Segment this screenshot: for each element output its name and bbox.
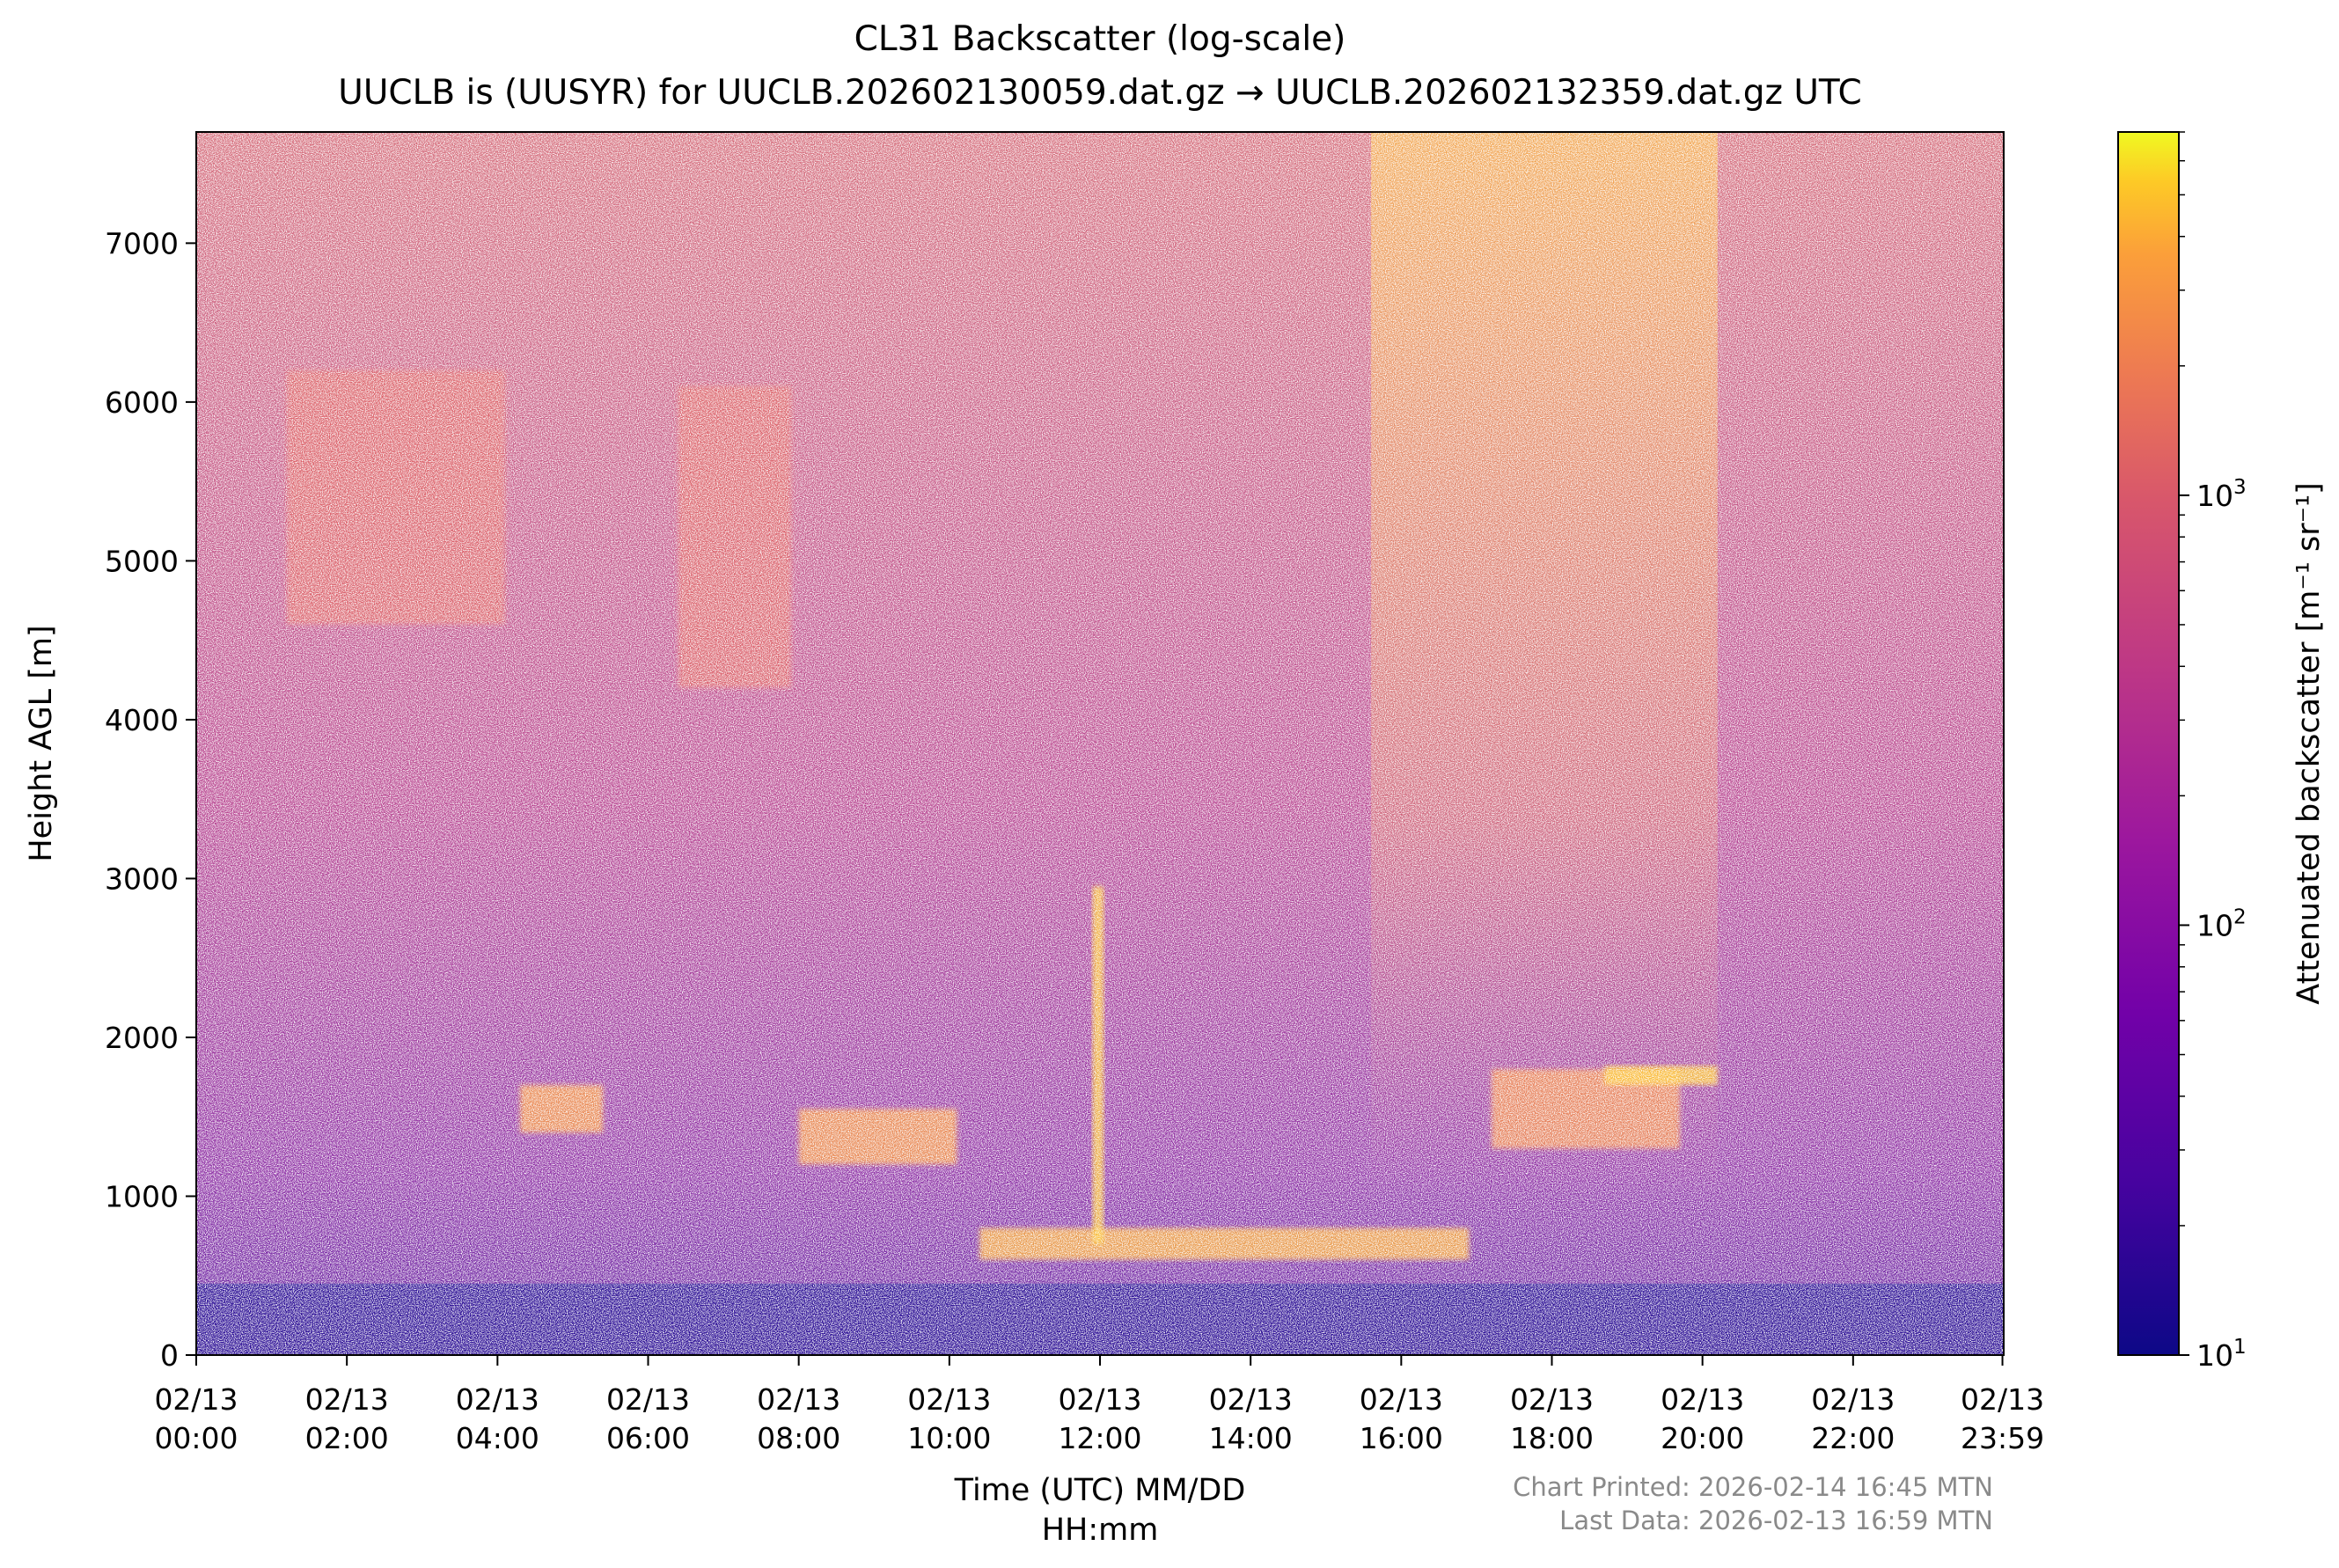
colorbar-tick-label-0: 101 xyxy=(2196,1336,2247,1373)
colorbar-ticks: 101 102 103 xyxy=(2179,131,2247,1373)
x-axis-label-line1: Time (UTC) MM/DD xyxy=(954,1473,1246,1508)
colorbar-tick-label-1: 102 xyxy=(2196,905,2247,942)
chart-title: CL31 Backscatter (log-scale) xyxy=(854,19,1346,59)
x-tick-time-0: 00:00 xyxy=(154,1421,238,1455)
y-tick-label-7: 7000 xyxy=(105,226,179,260)
x-tick-time-8: 16:00 xyxy=(1360,1421,1443,1455)
y-tick-label-6: 6000 xyxy=(105,385,179,420)
x-tick-date-10: 02/13 xyxy=(1661,1382,1744,1417)
chart-printed-note: Chart Printed: 2026-02-14 16:45 MTN xyxy=(1513,1472,1993,1502)
last-data-note: Last Data: 2026-02-13 16:59 MTN xyxy=(1559,1506,1993,1535)
x-tick-date-0: 02/13 xyxy=(154,1382,238,1417)
y-tick-label-4: 4000 xyxy=(105,703,179,737)
x-axis-label-line2: HH:mm xyxy=(1042,1513,1159,1548)
x-tick-date-2: 02/13 xyxy=(456,1382,539,1417)
x-tick-date-7: 02/13 xyxy=(1209,1382,1293,1417)
x-tick-date-3: 02/13 xyxy=(606,1382,690,1417)
x-tick-date-6: 02/13 xyxy=(1058,1382,1141,1417)
y-axis-label: Height AGL [m] xyxy=(24,625,59,861)
x-tick-date-9: 02/13 xyxy=(1510,1382,1594,1417)
y-tick-label-2: 2000 xyxy=(105,1021,179,1055)
x-tick-time-9: 18:00 xyxy=(1510,1421,1594,1455)
x-tick-date-12: 02/13 xyxy=(1961,1382,2044,1417)
x-tick-time-11: 22:00 xyxy=(1811,1421,1895,1455)
chart-subtitle: UUCLB is (UUSYR) for UUCLB.202602130059.… xyxy=(338,73,1861,113)
y-tick-label-1: 1000 xyxy=(105,1179,179,1213)
colorbar-tick-label-2: 103 xyxy=(2196,476,2247,513)
y-tick-label-0: 0 xyxy=(160,1338,179,1373)
x-tick-date-8: 02/13 xyxy=(1360,1382,1443,1417)
x-tick-date-1: 02/13 xyxy=(305,1382,389,1417)
x-tick-time-7: 14:00 xyxy=(1209,1421,1293,1455)
x-tick-time-2: 04:00 xyxy=(456,1421,539,1455)
x-tick-date-4: 02/13 xyxy=(757,1382,840,1417)
x-tick-time-10: 20:00 xyxy=(1661,1421,1744,1455)
x-tick-time-5: 10:00 xyxy=(907,1421,991,1455)
x-tick-time-3: 06:00 xyxy=(606,1421,690,1455)
colorbar-label: Attenuated backscatter [m⁻¹ sr⁻¹] xyxy=(2291,482,2327,1004)
x-tick-time-4: 08:00 xyxy=(757,1421,840,1455)
backscatter-heatmap xyxy=(196,132,2004,1355)
colorbar xyxy=(2117,131,2180,1356)
y-axis-ticks: 0 1000 2000 3000 4000 5000 6000 7000 xyxy=(105,226,196,1373)
x-tick-time-12: 23:59 xyxy=(1961,1421,2044,1455)
x-tick-date-11: 02/13 xyxy=(1811,1382,1895,1417)
x-tick-date-5: 02/13 xyxy=(907,1382,991,1417)
x-tick-time-1: 02:00 xyxy=(305,1421,389,1455)
noise-speckle xyxy=(196,132,2004,1355)
x-axis-ticks: 02/13 00:00 02/13 02:00 02/13 04:00 02/13 06:00… xyxy=(154,1355,2044,1455)
x-tick-time-6: 12:00 xyxy=(1058,1421,1141,1455)
y-tick-label-3: 3000 xyxy=(105,861,179,896)
y-tick-label-5: 5000 xyxy=(105,544,179,578)
